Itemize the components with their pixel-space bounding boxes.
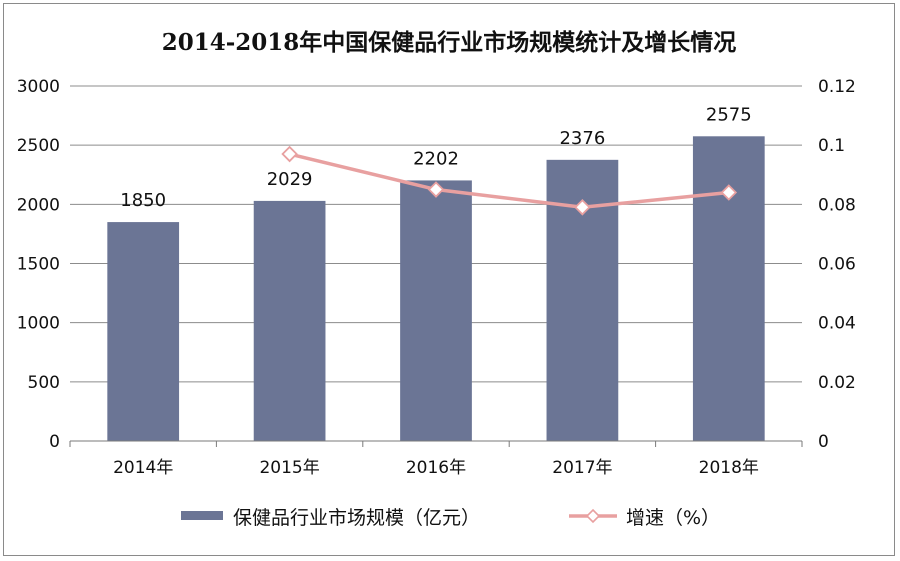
- bar: [400, 180, 472, 441]
- x-tick-label: 2018年: [699, 458, 759, 478]
- axes: 0 0 500 0.02 1000 0.04 1500 0.06 2000 0.08 2500 0.1…: [17, 77, 856, 478]
- bar: [692, 136, 765, 441]
- chart-frame: 2014-2018年中国保健品行业市场规模统计及增长情况 1850 2029 220…: [3, 3, 895, 556]
- line-point: [427, 181, 445, 198]
- y-right-tick-label: 0.12: [818, 77, 856, 97]
- line-point: [720, 184, 738, 201]
- y-left-tick-label: 0: [49, 432, 60, 452]
- y-right-tick-label: 0.06: [818, 255, 856, 275]
- x-tick-label: 2014年: [113, 458, 173, 478]
- line-series: [281, 145, 738, 216]
- y-right-tick-label: 0.04: [818, 314, 856, 334]
- x-tick-label: 2016年: [406, 458, 466, 478]
- chart: 2014-2018年中国保健品行业市场规模统计及增长情况 1850 2029 220…: [17, 29, 856, 529]
- legend-label-line: 增速（%）: [626, 507, 720, 529]
- legend-label-bar: 保健品行业市场规模（亿元）: [233, 507, 480, 529]
- legend-marker-line: [585, 508, 601, 524]
- y-left-tick-label: 1500: [17, 255, 60, 275]
- line-point: [281, 145, 298, 163]
- bar: [107, 222, 180, 441]
- y-left-tick-label: 500: [28, 373, 60, 393]
- legend-swatch-bar: [181, 511, 223, 520]
- y-right-tick-label: 0.08: [818, 195, 856, 215]
- y-left-tick-label: 1000: [17, 314, 60, 334]
- bar-data-label: 2575: [706, 104, 752, 125]
- bar-data-label: 2029: [267, 169, 313, 190]
- y-right-tick-label: 0.1: [818, 136, 845, 156]
- y-left-tick-label: 2000: [17, 195, 60, 215]
- bar-data-label: 2376: [559, 128, 605, 149]
- y-left-tick-label: 3000: [17, 77, 60, 97]
- y-right-tick-label: 0: [818, 432, 829, 452]
- x-tick-label: 2017年: [552, 458, 612, 478]
- chart-title: 2014-2018年中国保健品行业市场规模统计及增长情况: [162, 29, 737, 56]
- line-point: [574, 199, 591, 216]
- x-tick-label: 2015年: [259, 458, 319, 478]
- bar-data-labels: 1850 2029 2202 2376 2575: [120, 104, 751, 211]
- bar-data-label: 1850: [120, 190, 166, 211]
- line-path: [289, 152, 729, 210]
- y-left-tick-label: 2500: [17, 136, 60, 156]
- y-right-tick-label: 0.02: [818, 373, 856, 393]
- legend: 保健品行业市场规模（亿元） 增速（%）: [181, 507, 720, 529]
- bar: [253, 200, 326, 441]
- bar-data-label: 2202: [413, 148, 459, 169]
- bar-series: [107, 136, 765, 441]
